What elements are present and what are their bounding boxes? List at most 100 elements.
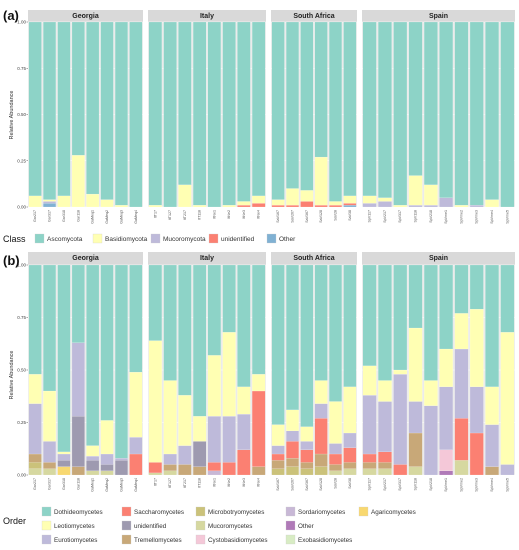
bar-segment xyxy=(178,184,192,208)
bar-segment xyxy=(439,386,453,450)
bar-segment xyxy=(408,205,423,208)
legend-label: Basidiomycota xyxy=(105,236,148,243)
bar-segment xyxy=(408,264,423,329)
bar-segment xyxy=(148,21,162,206)
bar-segment xyxy=(378,264,392,381)
bar-segment xyxy=(408,401,423,434)
x-tick-label: ItNe4 xyxy=(257,210,261,219)
bar-segment xyxy=(300,468,314,476)
bar-segment xyxy=(314,466,328,476)
y-tick-label: 1.00 xyxy=(17,20,26,25)
bar-segment xyxy=(343,386,357,434)
bar-segment xyxy=(86,456,100,461)
bar-segment xyxy=(454,205,469,208)
bar-segment xyxy=(43,21,56,200)
bar-segment xyxy=(237,21,251,202)
bar-segment xyxy=(362,21,377,196)
facet-label: South Africa xyxy=(293,255,334,262)
bar-segment xyxy=(362,462,377,469)
bar-segment xyxy=(271,21,285,200)
bar-segment xyxy=(286,458,299,467)
x-tick-label: SpVme5 xyxy=(505,210,509,224)
bar-segment xyxy=(57,453,71,461)
bar-segment xyxy=(343,205,357,208)
bar-segment xyxy=(71,342,85,417)
bar-segment xyxy=(485,424,499,467)
bar-segment xyxy=(193,466,207,476)
bar-segment xyxy=(393,374,408,465)
bar-segment xyxy=(193,205,207,208)
bar-segment xyxy=(393,369,408,375)
x-tick-label: SpVme2 xyxy=(459,210,463,224)
bar-segment xyxy=(469,432,484,476)
bar-segment xyxy=(57,466,71,476)
bar-segment xyxy=(100,464,114,471)
legend-label: Saccharomycetes xyxy=(134,509,184,516)
y-tick-label: 0.25 xyxy=(17,420,26,425)
bar-segment xyxy=(193,441,207,467)
bar-segment xyxy=(129,21,143,208)
bar-segment xyxy=(100,453,114,465)
bar-segment xyxy=(393,464,408,476)
facet-strip xyxy=(271,10,357,22)
legend-label: Mucoromycetes xyxy=(208,523,252,530)
y-tick-label: 0.75 xyxy=(17,315,26,320)
bar-segment xyxy=(178,21,192,185)
bar-segment xyxy=(71,264,85,343)
facet-label: Georgia xyxy=(72,13,99,20)
y-tick-label: 0.25 xyxy=(17,158,26,163)
bar-segment xyxy=(300,449,314,463)
legend-swatch xyxy=(195,534,206,545)
x-tick-label: SaV128 xyxy=(319,478,323,491)
bar-segment xyxy=(28,21,42,196)
bar-segment xyxy=(500,464,515,476)
bar-segment xyxy=(424,380,438,406)
bar-segment xyxy=(286,441,299,459)
bar-segment xyxy=(115,264,128,459)
bar-segment xyxy=(163,464,177,471)
legend-title: Class xyxy=(3,234,26,244)
bar-segment xyxy=(286,264,299,410)
bar-segment xyxy=(271,460,285,469)
bar-segment xyxy=(271,264,285,425)
bar-segment xyxy=(378,451,392,463)
x-tick-label: Gar317 xyxy=(48,478,52,490)
bar-segment xyxy=(100,264,114,421)
bar-segment xyxy=(454,21,469,206)
legend-swatch xyxy=(358,506,369,517)
bar-segment xyxy=(378,462,392,469)
legend-swatch xyxy=(121,506,132,517)
x-tick-label: Gar317 xyxy=(48,210,52,222)
bar-segment xyxy=(378,380,392,402)
legend-swatch xyxy=(34,233,45,244)
legend-label: Agaricomycetes xyxy=(371,509,416,516)
bar-segment xyxy=(362,395,377,455)
x-tick-label: SpV118 xyxy=(414,478,418,491)
bar-segment xyxy=(178,395,192,446)
bar-segment xyxy=(237,449,251,476)
bar-segment xyxy=(148,205,162,208)
bar-segment xyxy=(454,348,469,419)
bar-segment xyxy=(43,390,56,442)
facet-label: Spain xyxy=(429,255,448,262)
bar-segment xyxy=(408,432,423,467)
bar-segment xyxy=(43,462,56,469)
bar-segment xyxy=(207,416,221,463)
bar-segment xyxy=(163,453,177,465)
legend-label: Mucoromycota xyxy=(163,236,206,243)
bar-segment xyxy=(252,390,266,467)
bar-segment xyxy=(314,403,328,419)
bar-segment xyxy=(178,464,192,476)
x-tick-label: SpV217 xyxy=(383,478,387,491)
legend-swatch xyxy=(121,534,132,545)
y-axis-label-b: Relative Abundance xyxy=(9,351,15,400)
bar-segment xyxy=(207,264,221,356)
legend-label: unidentified xyxy=(221,236,255,243)
bar-segment xyxy=(86,264,100,446)
bar-segment xyxy=(329,453,342,465)
bar-segment xyxy=(314,380,328,404)
bar-segment xyxy=(300,426,314,442)
bar-segment xyxy=(362,203,377,208)
bar-segment xyxy=(163,380,177,455)
legend-label: Leotiomycetes xyxy=(54,523,95,530)
